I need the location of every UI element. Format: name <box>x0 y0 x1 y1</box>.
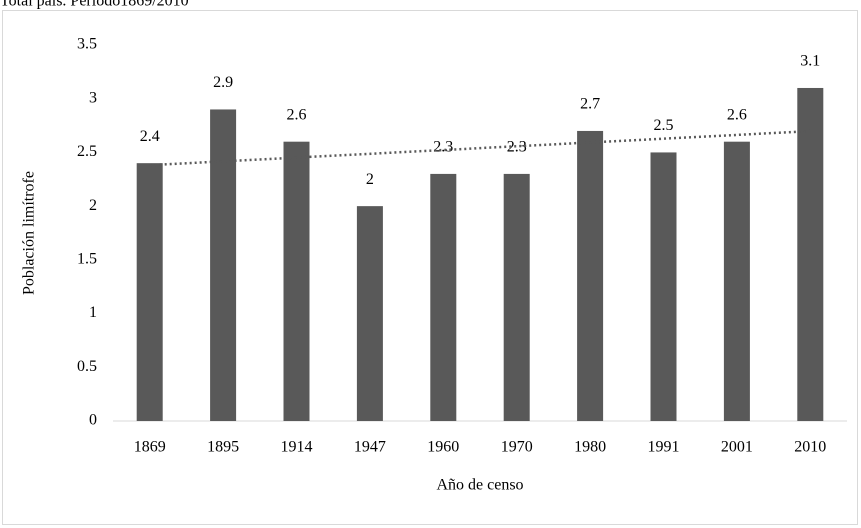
x-tick-label: 2001 <box>721 439 753 456</box>
bar <box>356 206 383 421</box>
chart-title: Total país. Período1869/2010 <box>0 0 189 10</box>
bar <box>650 152 677 421</box>
data-label: 2.3 <box>507 139 527 156</box>
x-tick-label: 1980 <box>574 439 606 456</box>
bar <box>283 141 310 421</box>
data-label: 2.3 <box>433 139 453 156</box>
data-label: 2.5 <box>654 117 674 134</box>
data-label: 2.6 <box>287 106 307 123</box>
y-axis-title: Población limítrofe <box>21 171 38 295</box>
bar <box>723 141 750 421</box>
y-tick-label: 1 <box>89 304 97 321</box>
y-tick-label: 2 <box>89 197 97 214</box>
y-tick-label: 0 <box>89 412 97 429</box>
data-label: 2 <box>366 171 374 188</box>
x-tick-label: 1970 <box>501 439 533 456</box>
trendline <box>149 129 811 167</box>
y-tick-label: 2.5 <box>77 143 97 160</box>
x-axis-title: Año de censo <box>436 477 523 494</box>
data-label: 2.7 <box>580 96 600 113</box>
bar <box>577 130 604 421</box>
data-label: 2.6 <box>727 106 747 123</box>
bar <box>797 87 824 421</box>
y-tick-label: 3 <box>89 89 97 106</box>
y-tick-label: 1.5 <box>77 251 97 268</box>
data-label: 2.9 <box>213 74 233 91</box>
x-tick-label: 1991 <box>648 439 680 456</box>
x-tick-label: 1914 <box>281 439 313 456</box>
data-label: 2.4 <box>140 128 160 145</box>
x-tick-label: 1895 <box>207 439 239 456</box>
x-tick-label: 1960 <box>427 439 459 456</box>
bar <box>136 163 163 421</box>
bar <box>210 109 237 421</box>
bar <box>503 173 530 421</box>
x-tick-label: 1869 <box>134 439 166 456</box>
data-label: 3.1 <box>800 53 820 70</box>
y-tick-label: 0.5 <box>77 358 97 375</box>
x-tick-label: 2010 <box>794 439 826 456</box>
y-tick-label: 3.5 <box>77 36 97 53</box>
x-tick-label: 1947 <box>354 439 386 456</box>
bar <box>430 173 457 421</box>
